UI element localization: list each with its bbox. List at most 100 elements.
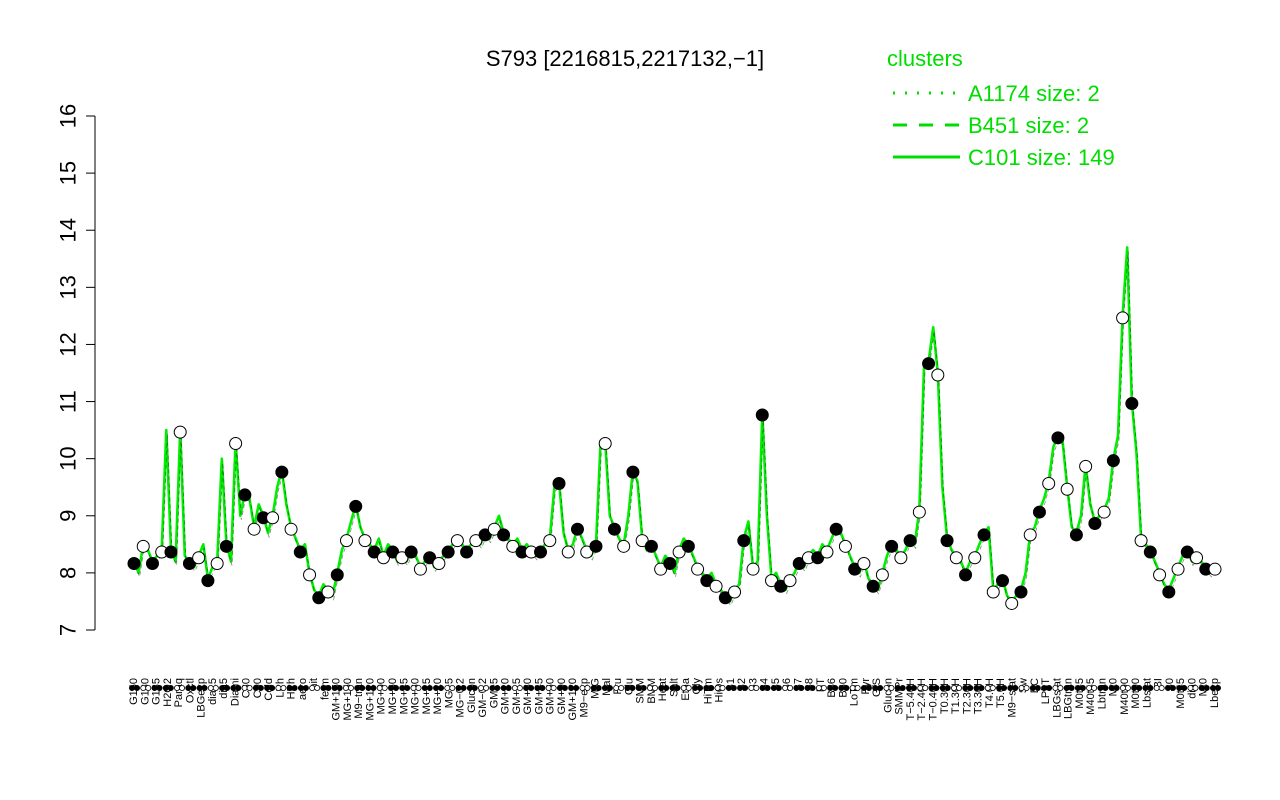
rug-marker (1074, 685, 1081, 692)
data-point (136, 539, 150, 553)
rug-marker (219, 685, 226, 692)
rug-marker (1029, 685, 1036, 692)
x-tick-label: M40t45 (1085, 678, 1097, 715)
rug-marker (444, 685, 451, 692)
data-point (1171, 562, 1185, 576)
data-point (201, 574, 215, 588)
rug-marker (167, 685, 174, 692)
rug-marker (1041, 685, 1048, 692)
data-point (589, 539, 603, 553)
data-point (949, 551, 963, 565)
rug-marker (1203, 685, 1210, 692)
rug-marker (314, 685, 321, 692)
x-tick-label: T3.30H (973, 678, 985, 714)
data-point (654, 562, 668, 576)
x-tick-label: GM−0.2 (477, 678, 489, 717)
rug-marker (466, 685, 473, 692)
data-point (173, 425, 187, 439)
x-tick-label: M40t90 (1119, 678, 1131, 715)
data-point (303, 568, 317, 582)
data-point (1097, 505, 1111, 519)
y-tick-label: 10 (56, 446, 81, 470)
data-point (1125, 397, 1139, 411)
rug-marker (584, 685, 591, 692)
rug-marker (1001, 685, 1008, 692)
rug-marker (528, 685, 535, 692)
data-point (1005, 596, 1019, 610)
rug-marker (494, 685, 501, 692)
rug-marker (342, 685, 349, 692)
rug-marker (872, 685, 879, 692)
x-tick-label: MG+10 (432, 678, 444, 714)
x-tick-label: Glucon (882, 678, 894, 713)
rug-marker (759, 685, 766, 692)
rug-marker (601, 685, 608, 692)
rug-marker (1142, 685, 1149, 692)
data-point (1042, 477, 1056, 491)
x-tick-label: LBGexp (196, 678, 208, 718)
data-point (1180, 545, 1194, 559)
data-point (718, 591, 732, 605)
y-tick-label: 12 (56, 332, 81, 356)
legend-entry-c101: C101 size: 149 (968, 145, 1115, 170)
data-point (626, 465, 640, 479)
data-point (238, 488, 252, 502)
rug-marker (595, 685, 602, 692)
rug-marker (545, 685, 552, 692)
rug-marker (725, 685, 732, 692)
rug-marker (770, 685, 777, 692)
rug-marker (438, 685, 445, 692)
rug-marker (708, 685, 715, 692)
data-point (894, 551, 908, 565)
y-tick-label: 13 (56, 275, 81, 299)
rug-marker (663, 685, 670, 692)
rug-marker (658, 685, 665, 692)
rug-marker (624, 685, 631, 692)
x-tick-label: MG+90 (376, 678, 388, 714)
rug-marker (331, 685, 338, 692)
x-tick-label: Lbstat (1141, 678, 1153, 708)
data-point (986, 585, 1000, 599)
rug-marker (579, 685, 586, 692)
data-point (487, 522, 501, 536)
x-tick-label: GM+30 (522, 678, 534, 714)
rug-marker (174, 685, 181, 692)
rug-marker (483, 685, 490, 692)
rug-marker (286, 685, 293, 692)
rug-marker (1102, 685, 1109, 692)
x-tick-label: GM+45 (533, 678, 545, 714)
data-point (912, 505, 926, 519)
data-point (266, 511, 280, 525)
data-point (709, 579, 723, 593)
rug-marker (1198, 685, 1205, 692)
rug-marker (1169, 685, 1176, 692)
data-point (820, 545, 834, 559)
x-tick-label: MG+45 (398, 678, 410, 714)
data-point (783, 574, 797, 588)
data-point (376, 551, 390, 565)
x-tick-label: M0t45 (1074, 678, 1086, 709)
rug-marker (156, 685, 163, 692)
data-point (441, 545, 455, 559)
rug-marker (775, 685, 782, 692)
rug-marker (865, 685, 872, 692)
data-point (1014, 585, 1028, 599)
rug-marker (1147, 685, 1154, 692)
data-point (995, 574, 1009, 588)
rug-marker (573, 685, 580, 692)
rug-marker (635, 685, 642, 692)
rug-marker (421, 685, 428, 692)
rug-marker (606, 685, 613, 692)
rug-marker (719, 685, 726, 692)
rug-marker (1023, 685, 1030, 692)
rug-marker (1018, 685, 1025, 692)
rug-marker (471, 685, 478, 692)
data-point (765, 574, 779, 588)
rug-marker (922, 685, 929, 692)
rug-marker (500, 685, 507, 692)
data-point (460, 545, 474, 559)
x-tick-label: T−2.40H (916, 678, 928, 721)
y-tick-label: 9 (56, 510, 81, 522)
x-tick-label: Lbexp (1209, 678, 1221, 708)
rug-marker (1068, 685, 1075, 692)
